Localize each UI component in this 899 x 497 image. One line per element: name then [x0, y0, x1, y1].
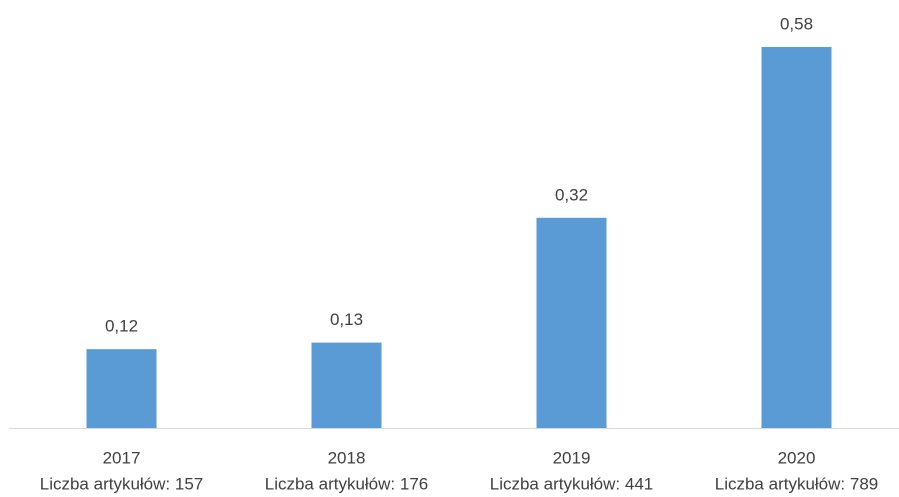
x-tick-sublabel: Liczba artykułów: 441	[490, 474, 653, 493]
x-tick-label: 2020	[778, 448, 816, 467]
x-tick-sublabel: Liczba artykułów: 157	[40, 474, 203, 493]
bar	[761, 47, 832, 428]
value-label: 0,13	[330, 310, 363, 329]
value-label: 0,12	[105, 317, 138, 336]
x-tick-label: 2019	[553, 448, 591, 467]
x-tick-sublabel: Liczba artykułów: 176	[265, 474, 428, 493]
bar	[311, 342, 382, 428]
value-label: 0,32	[555, 185, 588, 204]
x-tick-label: 2017	[103, 448, 141, 467]
bar	[86, 349, 157, 428]
x-tick-label: 2018	[328, 448, 366, 467]
bar	[536, 217, 607, 428]
value-label: 0,58	[780, 14, 813, 33]
x-tick-sublabel: Liczba artykułów: 789	[715, 474, 878, 493]
